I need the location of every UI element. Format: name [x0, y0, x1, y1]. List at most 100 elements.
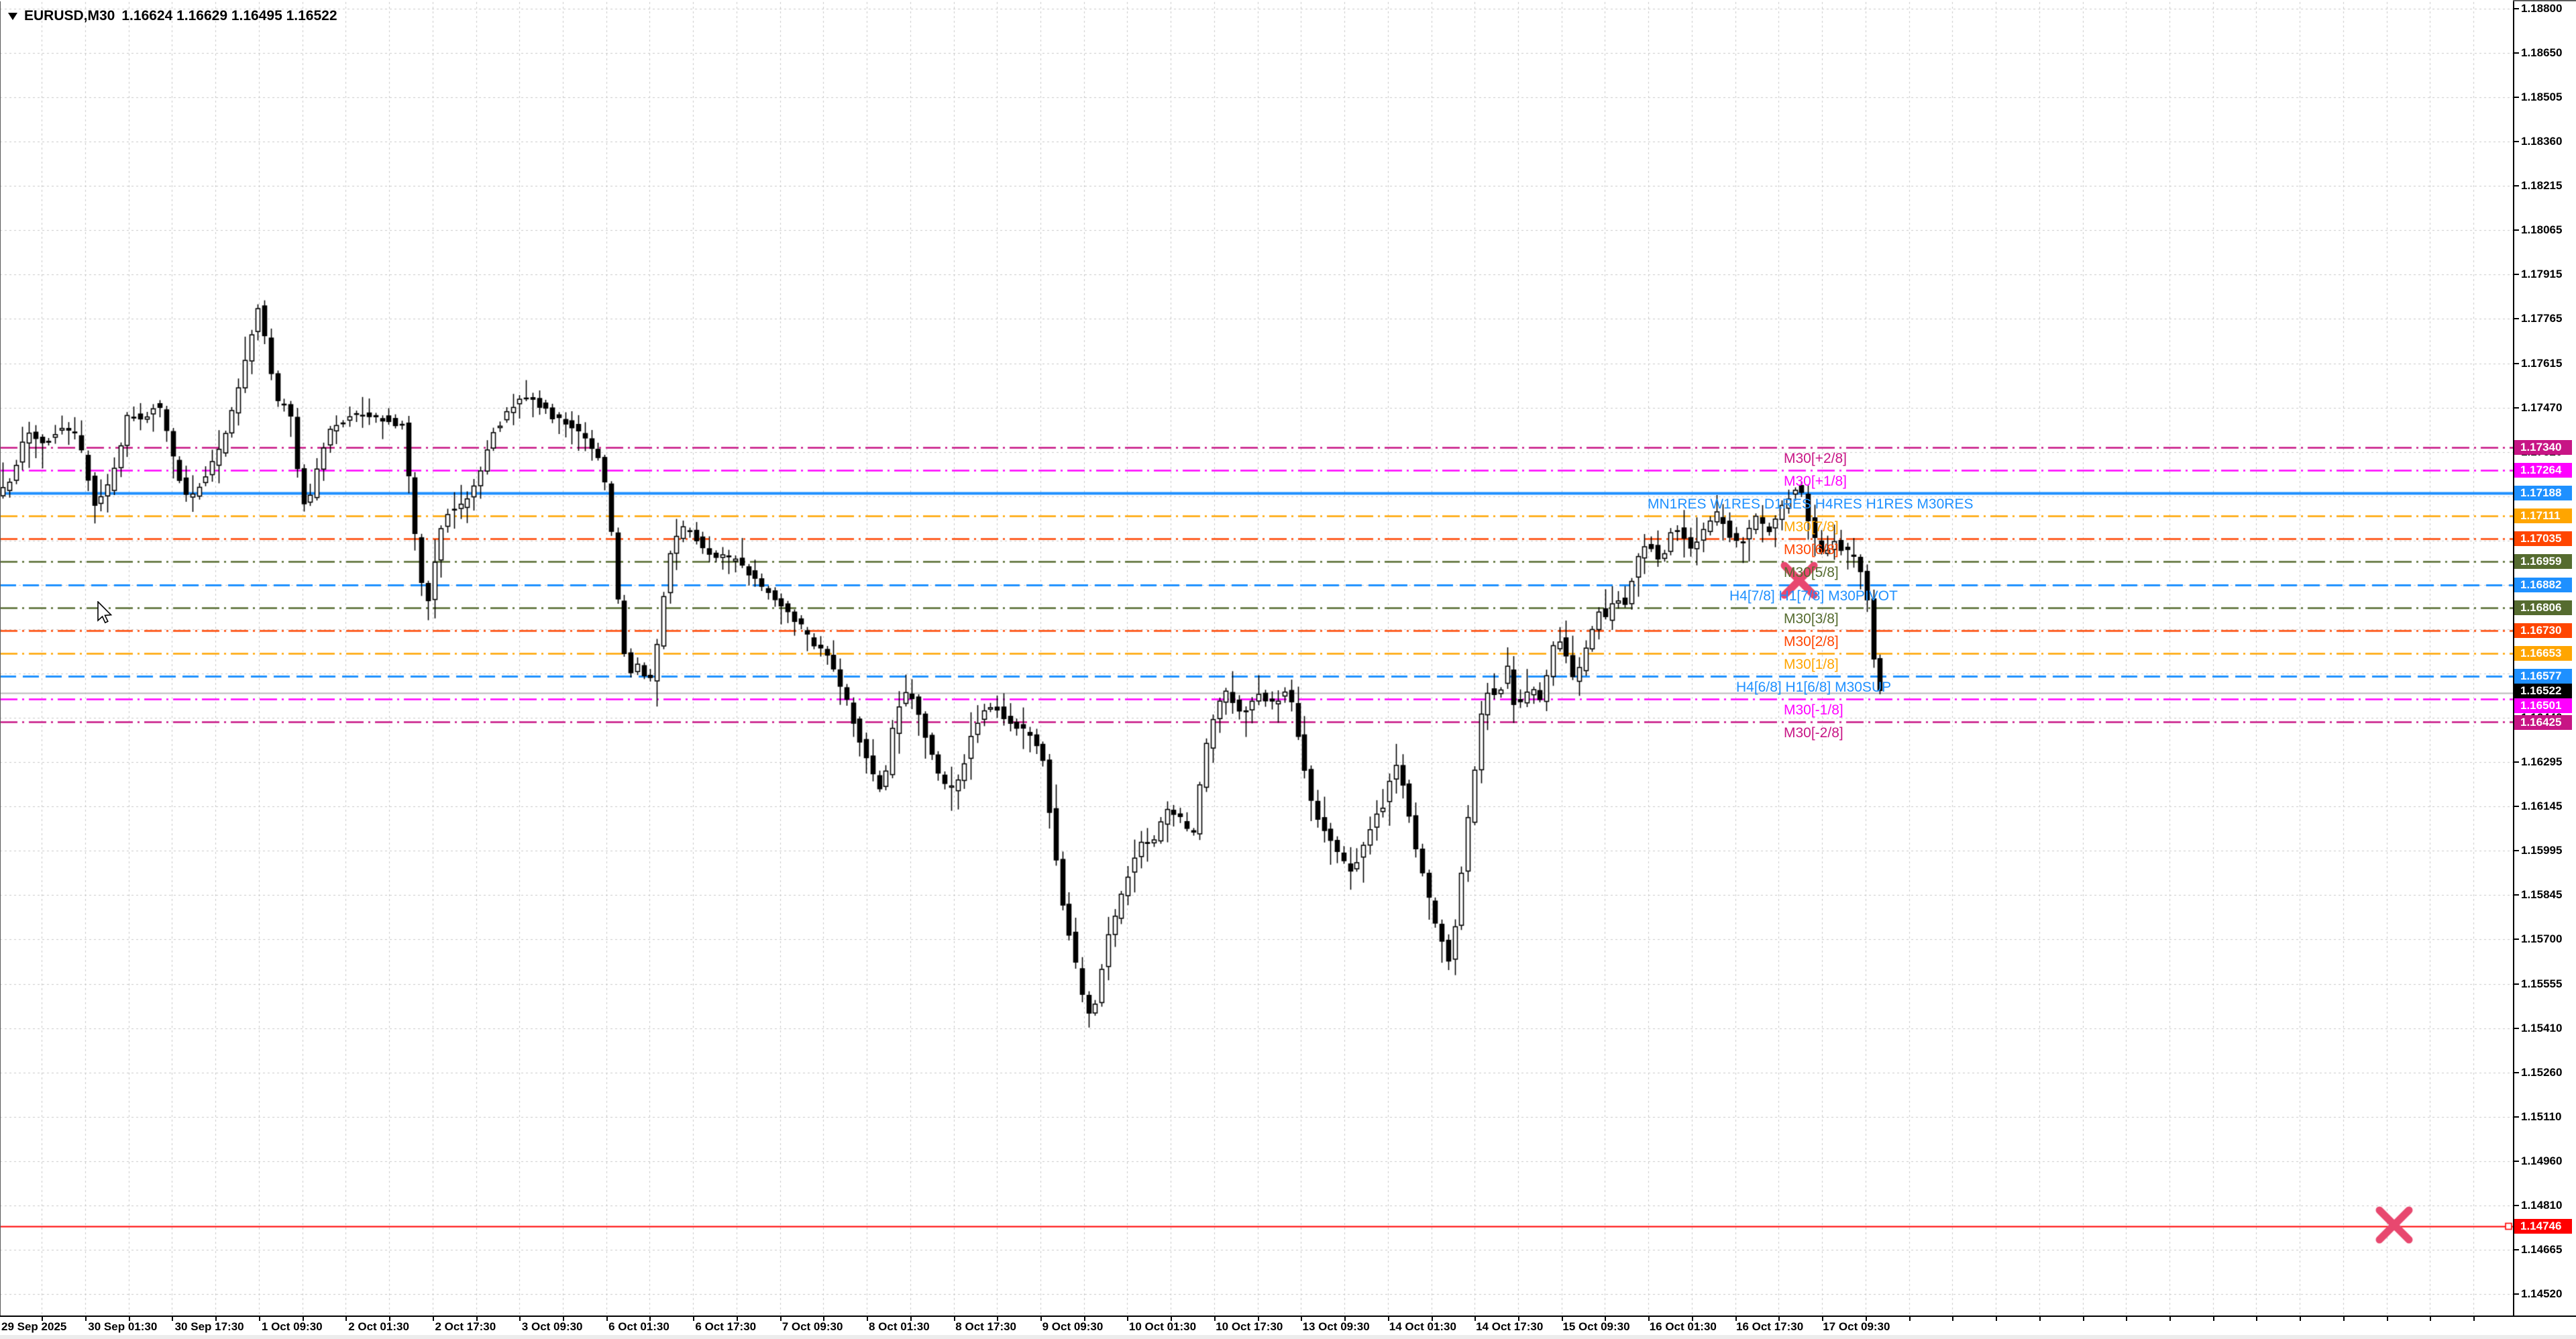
time-tick-mark	[910, 1317, 912, 1321]
price-tick-mark	[2514, 274, 2519, 276]
price-tick-label: 1.18505	[2521, 91, 2563, 104]
level-line-label-m30-5-8: M30[5/8]	[1784, 565, 1839, 581]
time-tick-label: 14 Oct 01:30	[1389, 1320, 1456, 1333]
time-tick-mark	[215, 1317, 217, 1321]
time-tick-mark	[1648, 1317, 1650, 1321]
price-tick-label: 1.18800	[2521, 2, 2563, 15]
time-axis-border	[0, 1316, 2576, 1317]
price-tick-label: 1.16295	[2521, 755, 2563, 769]
time-tick-mark	[1301, 1317, 1302, 1321]
time-tick-label: 29 Sep 2025	[1, 1320, 67, 1333]
time-tick-mark	[1692, 1317, 1693, 1321]
time-tick-label: 17 Oct 09:30	[1823, 1320, 1890, 1333]
price-tick-mark	[2514, 52, 2519, 54]
price-tick-label: 1.15845	[2521, 888, 2563, 902]
price-tick-mark	[2514, 362, 2519, 364]
time-tick-label: 16 Oct 01:30	[1649, 1320, 1717, 1333]
price-tick-mark	[2514, 8, 2519, 9]
red-level-price-badge: 1.14746	[2514, 1218, 2572, 1234]
time-tick-mark	[649, 1317, 651, 1321]
price-axis-border	[2513, 1, 2514, 1316]
time-tick-mark	[2343, 1317, 2345, 1321]
time-tick-mark	[1518, 1317, 1519, 1321]
level-price-badge-pivot: 1.16882	[2514, 577, 2572, 592]
time-tick-mark	[2126, 1317, 2127, 1321]
price-tick-label: 1.14665	[2521, 1242, 2563, 1256]
time-tick-mark	[1952, 1317, 1953, 1321]
level-line-label-m30-6-8: M30[6/8]	[1784, 542, 1839, 558]
price-tick-mark	[2514, 806, 2519, 808]
time-tick-label: 15 Oct 09:30	[1562, 1320, 1630, 1333]
time-tick-label: 30 Sep 01:30	[88, 1320, 158, 1333]
price-tick-label: 1.18360	[2521, 135, 2563, 148]
price-tick-mark	[2514, 1248, 2519, 1250]
level-line-label-m30-minus-1-8: M30[-1/8]	[1784, 702, 1843, 718]
time-tick-mark	[1562, 1317, 1563, 1321]
time-tick-mark	[823, 1317, 824, 1321]
price-tick-label: 1.15410	[2521, 1021, 2563, 1034]
time-tick-mark	[2256, 1317, 2257, 1321]
time-tick-mark	[1171, 1317, 1172, 1321]
chart-canvas[interactable]	[0, 0, 2513, 1316]
price-tick-mark	[2514, 1160, 2519, 1162]
time-tick-mark	[2083, 1317, 2084, 1321]
price-tick-mark	[2514, 185, 2519, 187]
level-line-label-m30-minus-2-8: M30[-2/8]	[1784, 725, 1843, 741]
bid-price-badge: 1.16522	[2514, 684, 2572, 698]
time-tick-mark	[563, 1317, 564, 1321]
level-line-label-support: H4[6/8] H1[6/8] M30SUP	[1736, 680, 1892, 696]
price-tick-label: 1.15555	[2521, 977, 2563, 990]
time-tick-mark	[1432, 1317, 1433, 1321]
level-price-badge-m30-minus-2-8: 1.16425	[2514, 715, 2572, 730]
time-tick-label: 16 Oct 17:30	[1736, 1320, 1804, 1333]
price-tick-label: 1.18215	[2521, 179, 2563, 193]
time-tick-label: 8 Oct 17:30	[955, 1320, 1017, 1333]
time-tick-label: 6 Oct 17:30	[695, 1320, 757, 1333]
time-tick-label: 14 Oct 17:30	[1476, 1320, 1544, 1333]
time-tick-label: 10 Oct 17:30	[1216, 1320, 1283, 1333]
level-price-badge-m30-1-8: 1.16653	[2514, 646, 2572, 661]
price-tick-mark	[2514, 141, 2519, 143]
symbol-dropdown-icon[interactable]	[8, 12, 17, 20]
time-tick-label: 2 Oct 01:30	[348, 1320, 409, 1333]
time-tick-label: 10 Oct 01:30	[1128, 1320, 1197, 1333]
price-tick-mark	[2514, 939, 2519, 941]
time-tick-mark	[606, 1317, 608, 1321]
time-tick-label: 2 Oct 17:30	[435, 1320, 496, 1333]
time-tick-mark	[1258, 1317, 1259, 1321]
level-line-label-resistance: MN1RES W1RES D1RES H4RES H1RES M30RES	[1648, 496, 1974, 512]
time-tick-mark	[519, 1317, 521, 1321]
time-tick-mark	[693, 1317, 694, 1321]
level-price-badge-m30-2-8: 1.16730	[2514, 623, 2572, 638]
level-price-badge-m30-5-8: 1.16959	[2514, 554, 2572, 570]
price-tick-mark	[2514, 1116, 2519, 1118]
time-tick-mark	[737, 1317, 738, 1321]
price-tick-mark	[2514, 1027, 2519, 1029]
window-bottom-edge	[0, 1335, 2576, 1339]
time-tick-mark	[345, 1317, 347, 1321]
price-tick-mark	[2514, 1204, 2519, 1206]
time-tick-mark	[1996, 1317, 1997, 1321]
time-tick-label: 13 Oct 09:30	[1302, 1320, 1370, 1333]
level-price-badge-m30-plus-2-8: 1.17340	[2514, 439, 2572, 455]
time-tick-mark	[1866, 1317, 1867, 1321]
time-tick-mark	[172, 1317, 173, 1321]
time-tick-mark	[954, 1317, 955, 1321]
time-tick-mark	[476, 1317, 478, 1321]
price-tick-label: 1.15700	[2521, 932, 2563, 946]
price-tick-label: 1.17915	[2521, 268, 2563, 281]
level-line-label-m30-7-8: M30[7/8]	[1784, 519, 1839, 535]
time-tick-mark	[2473, 1317, 2475, 1321]
price-tick-label: 1.17470	[2521, 400, 2563, 414]
time-tick-mark	[433, 1317, 434, 1321]
time-tick-mark	[2430, 1317, 2431, 1321]
time-tick-mark	[780, 1317, 782, 1321]
price-tick-label: 1.18650	[2521, 46, 2563, 60]
level-price-badge-resistance: 1.17188	[2514, 485, 2572, 500]
time-tick-mark	[389, 1317, 390, 1321]
level-price-badge-m30-minus-1-8: 1.16501	[2514, 698, 2572, 713]
symbol-timeframe-label: EURUSD,M30	[24, 8, 115, 23]
time-tick-mark	[1388, 1317, 1389, 1321]
time-tick-mark	[42, 1317, 43, 1321]
time-tick-label: 8 Oct 01:30	[869, 1320, 930, 1333]
